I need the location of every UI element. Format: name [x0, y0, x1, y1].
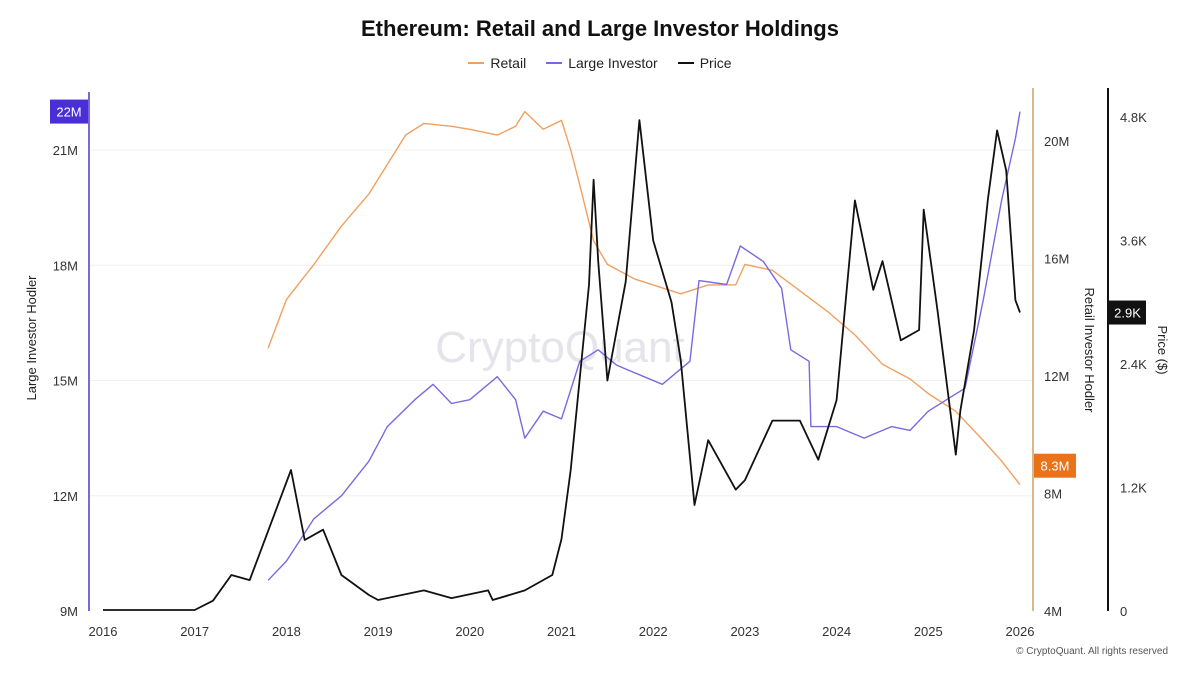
- retail-tick-label: 12M: [1044, 369, 1069, 384]
- legend-label: Large Investor: [568, 55, 658, 71]
- price-last-value-badge: 2.9K: [1114, 306, 1141, 321]
- legend-label: Price: [699, 55, 732, 71]
- copyright: © CryptoQuant. All rights reserved: [1016, 646, 1168, 657]
- left-tick-label: 15M: [53, 374, 78, 389]
- price-tick-label: 4.8K: [1120, 110, 1147, 125]
- retail-tick-label: 16M: [1044, 252, 1069, 267]
- series-line-retail: [267, 110, 1021, 486]
- series-line-large-investor: [267, 111, 1021, 581]
- legend-item-price[interactable]: Price: [677, 55, 732, 71]
- x-tick-label: 2019: [364, 624, 393, 639]
- series-line-price: [103, 119, 1021, 611]
- x-tick-label: 2018: [272, 624, 301, 639]
- watermark: CryptoQuant: [435, 323, 684, 372]
- legend-item-large-investor[interactable]: Large Investor: [546, 55, 658, 71]
- x-tick-label: 2020: [455, 624, 484, 639]
- left-tick-label: 18M: [53, 258, 78, 273]
- left-tick-label: 9M: [60, 604, 78, 619]
- retail-tick-label: 4M: [1044, 604, 1062, 619]
- retail-tick-label: 20M: [1044, 134, 1069, 149]
- chart-title: Ethereum: Retail and Large Investor Hold…: [361, 16, 839, 41]
- x-tick-label: 2022: [639, 624, 668, 639]
- x-tick-label: 2021: [547, 624, 576, 639]
- price-axis-label: Price ($): [1155, 325, 1170, 374]
- left-axis-label: Large Investor Hodler: [24, 275, 39, 401]
- left-tick-label: 21M: [53, 143, 78, 158]
- price-tick-label: 1.2K: [1120, 481, 1147, 496]
- retail-axis-label: Retail Investor Hodler: [1082, 288, 1097, 414]
- left-tick-label: 12M: [53, 489, 78, 504]
- x-tick-label: 2024: [822, 624, 851, 639]
- legend-item-retail[interactable]: Retail: [468, 55, 526, 71]
- legend-swatch: [546, 62, 563, 64]
- legend-swatch: [468, 62, 485, 64]
- left-last-value-badge-bg: [50, 99, 88, 124]
- price-tick-label: 2.4K: [1120, 357, 1147, 372]
- x-tick-label: 2023: [730, 624, 759, 639]
- legend: Retail Large Investor Price: [0, 55, 1200, 71]
- x-tick-label: 2025: [914, 624, 943, 639]
- legend-swatch: [677, 62, 694, 64]
- x-tick-label: 2017: [180, 624, 209, 639]
- x-tick-label: 2026: [1006, 624, 1035, 639]
- price-last-value-badge-bg: [1109, 300, 1146, 325]
- retail-tick-label: 8M: [1044, 487, 1062, 502]
- retail-last-value-badge: 8.3M: [1041, 459, 1070, 474]
- price-tick-label: 3.6K: [1120, 234, 1147, 249]
- left-last-value-badge: 22M: [56, 105, 81, 120]
- legend-label: Retail: [490, 55, 527, 71]
- retail-last-value-badge-bg: [1034, 453, 1076, 478]
- price-tick-label: 0: [1120, 604, 1127, 619]
- x-tick-label: 2016: [89, 624, 118, 639]
